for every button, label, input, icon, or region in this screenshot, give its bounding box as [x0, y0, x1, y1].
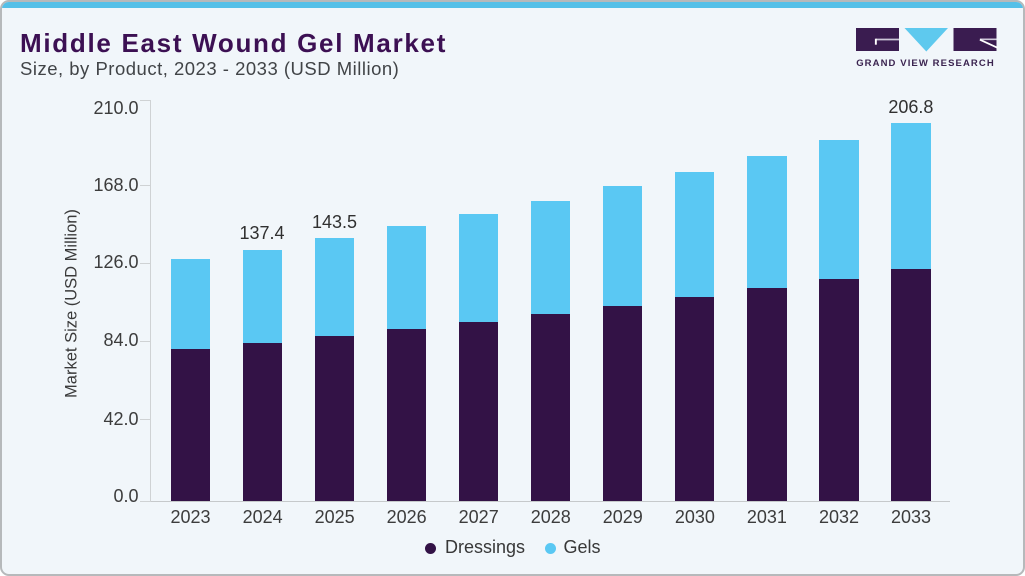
svg-text:GRAND VIEW RESEARCH: GRAND VIEW RESEARCH: [856, 58, 995, 69]
